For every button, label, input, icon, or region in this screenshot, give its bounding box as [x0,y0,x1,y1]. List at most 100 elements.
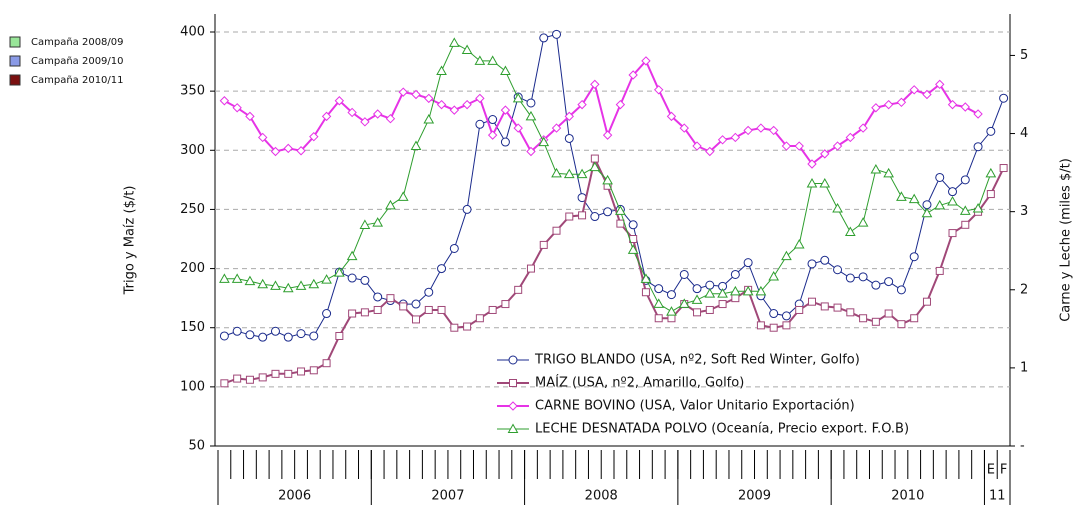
data-point [257,278,269,289]
data-point [857,217,869,227]
campaign-swatch [9,55,21,67]
data-point [297,367,306,376]
data-point [590,212,600,222]
data-point [589,161,601,172]
y-tick-label: 200 [180,261,205,276]
data-point [564,133,574,143]
data-point [436,65,447,76]
data-point [231,273,243,283]
data-point [333,267,345,277]
data-point [844,226,856,236]
data-point [961,220,970,229]
data-point [602,174,613,185]
data-point [449,243,459,253]
data-point [309,331,319,341]
data-point [666,306,677,316]
campaign-label: Campaña 2009/10 [31,56,124,67]
data-point [437,305,446,314]
data-point [501,300,510,309]
data-point [627,244,639,254]
data-point [564,111,574,122]
data-point [884,309,893,318]
legend-marker [509,379,517,387]
data-point [590,79,600,90]
data-point [347,273,357,283]
data-point [896,285,906,295]
data-point [258,373,267,382]
campaign-label: Campaña 2010/11 [31,75,124,86]
data-point [985,167,997,178]
data-point [245,111,255,122]
data-point [539,240,548,249]
data-point [219,273,230,283]
data-point [348,309,357,318]
data-point [935,172,945,182]
data-point [654,85,664,95]
data-point [654,314,663,323]
data-point [282,282,294,293]
data-point [793,238,805,249]
data-point [397,191,409,201]
data-point [500,105,511,115]
data-point [539,33,549,43]
data-point [399,302,408,311]
legend-marker [508,355,518,365]
data-point [871,280,881,290]
data-point [615,205,626,215]
data-point [769,309,779,319]
legend-marker [508,401,518,411]
data-point [270,146,281,157]
data-point [232,103,242,113]
data-point [360,308,369,317]
data-point [730,269,740,279]
data-point [552,29,562,39]
y2-tick-label: - [1020,439,1025,454]
data-point [602,130,613,140]
data-point [704,288,716,298]
y2-tick-label: 5 [1020,48,1028,63]
data-point [666,111,677,122]
data-point [360,117,370,127]
data-point [398,87,408,97]
data-point [768,270,780,281]
data-point [972,203,984,213]
campaign-label: Campaña 2008/09 [31,37,124,48]
data-point [999,164,1008,173]
data-point [309,366,318,375]
data-point [922,200,932,210]
data-point [948,187,958,197]
data-point [832,203,843,213]
data-point [514,285,523,294]
data-point [717,288,728,298]
data-point [846,308,855,317]
data-point [525,110,537,121]
data-point [245,375,254,384]
data-point [563,168,575,179]
data-point [884,277,894,287]
data-point [718,300,727,309]
data-point [373,305,382,314]
data-point [283,332,293,342]
data-point [833,303,842,312]
data-point [743,258,753,268]
data-point [691,294,703,304]
data-point [896,191,907,201]
year-label: 2006 [278,489,311,504]
data-point [423,113,435,124]
data-point [832,141,843,151]
data-point [947,195,958,206]
data-point [795,305,804,314]
data-point [806,178,818,188]
data-point [705,280,715,290]
data-point [807,159,817,169]
data-point [245,330,255,340]
data-point [372,109,383,119]
data-point [922,297,931,306]
data-point [756,123,766,133]
data-point [424,305,433,314]
data-point [424,287,434,297]
legend-label: LECHE DESNATADA POLVO (Oceanía, Precio e… [535,422,909,437]
data-point [692,284,702,294]
y2-tick-label: 2 [1020,282,1028,297]
